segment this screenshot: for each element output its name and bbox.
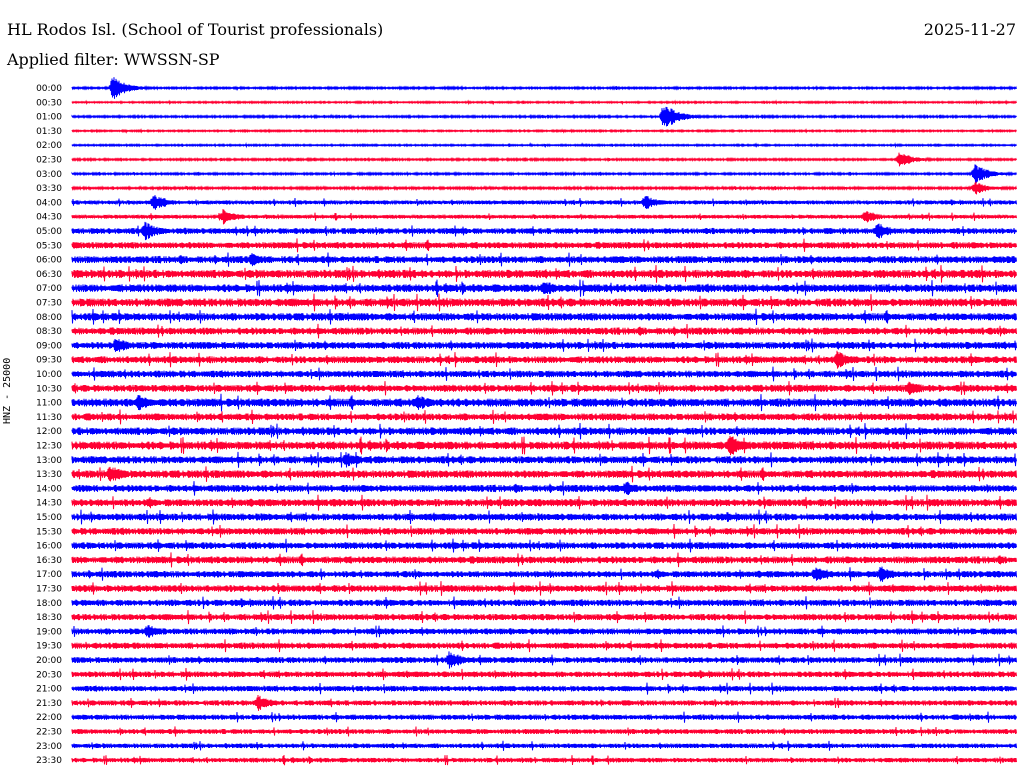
- trace-row-2000: [71, 651, 1017, 669]
- trace-row-0500: [71, 221, 1017, 241]
- trace-row-2300: [71, 740, 1017, 751]
- row-time-label: 03:30: [36, 184, 62, 194]
- row-time-label: 23:00: [36, 742, 62, 752]
- row-time-label: 08:00: [36, 313, 62, 323]
- trace-row-0400: [71, 195, 1017, 210]
- row-time-label: 16:30: [36, 556, 62, 566]
- trace-row-0730: [71, 293, 1017, 312]
- trace-row-1200: [71, 422, 1017, 440]
- row-time-label: 04:30: [36, 213, 62, 223]
- row-time-label: 04:00: [36, 198, 62, 208]
- row-time-label: 09:00: [36, 341, 62, 351]
- row-time-label: 20:00: [36, 656, 62, 666]
- trace-row-1130: [71, 409, 1017, 425]
- trace-row-0800: [71, 308, 1017, 326]
- row-time-label: 05:30: [36, 241, 62, 251]
- trace-row-1430: [71, 494, 1017, 511]
- row-time-label: 13:00: [36, 456, 62, 466]
- row-time-label: 11:00: [36, 399, 62, 409]
- trace-row-1300: [71, 451, 1017, 468]
- trace-row-1800: [71, 596, 1017, 610]
- trace-row-0700: [71, 279, 1017, 297]
- trace-row-1900: [71, 625, 1017, 638]
- trace-row-1400: [71, 481, 1017, 496]
- row-time-label: 01:30: [36, 127, 62, 137]
- row-time-label: 12:00: [36, 427, 62, 437]
- trace-row-1330: [71, 465, 1017, 483]
- row-time-label: 19:30: [36, 642, 62, 652]
- row-time-label: 02:00: [36, 141, 62, 151]
- row-time-label: 15:30: [36, 527, 62, 537]
- row-time-label: 22:30: [36, 728, 62, 738]
- trace-row-2130: [71, 694, 1017, 711]
- trace-row-0530: [71, 238, 1017, 253]
- row-time-label: 16:00: [36, 542, 62, 552]
- trace-row-0630: [71, 265, 1017, 283]
- trace-row-1830: [71, 610, 1017, 625]
- row-time-label: 06:00: [36, 256, 62, 266]
- trace-row-2100: [71, 682, 1017, 695]
- row-time-label: 17:00: [36, 570, 62, 580]
- row-time-label: 21:00: [36, 685, 62, 695]
- row-time-label: 17:30: [36, 585, 62, 595]
- row-time-label: 15:00: [36, 513, 62, 523]
- trace-row-0900: [71, 338, 1017, 353]
- row-time-label: 21:30: [36, 699, 62, 709]
- row-time-label: 06:30: [36, 270, 62, 280]
- row-time-label: 00:00: [36, 84, 62, 94]
- filter-label: Applied filter: WWSSN-SP: [7, 50, 220, 69]
- trace-row-2030: [71, 667, 1017, 681]
- trace-row-0430: [71, 209, 1017, 225]
- trace-row-1630: [71, 552, 1017, 568]
- row-time-label: 23:30: [36, 756, 62, 766]
- row-time-label: 02:30: [36, 156, 62, 166]
- trace-row-0600: [71, 252, 1017, 267]
- trace-row-1230: [71, 435, 1017, 456]
- row-time-label: 01:00: [36, 113, 62, 123]
- row-time-label: 19:00: [36, 627, 62, 637]
- station-title: HL Rodos Isl. (School of Tourist profess…: [7, 20, 384, 39]
- trace-row-2230: [71, 726, 1017, 737]
- row-time-label: 09:30: [36, 356, 62, 366]
- trace-row-2330: [71, 754, 1017, 766]
- trace-row-1100: [71, 393, 1017, 412]
- trace-group: [71, 77, 1017, 766]
- trace-row-0830: [71, 323, 1017, 339]
- row-time-label: 07:30: [36, 299, 62, 309]
- trace-row-1530: [71, 523, 1017, 539]
- trace-row-0330: [71, 181, 1017, 195]
- trace-row-1030: [71, 381, 1017, 396]
- row-time-label: 18:30: [36, 613, 62, 623]
- row-time-label: 10:00: [36, 370, 62, 380]
- trace-row-2200: [71, 711, 1017, 723]
- date-label: 2025-11-27: [923, 20, 1016, 39]
- row-time-label: 18:00: [36, 599, 62, 609]
- row-time-label: 14:30: [36, 499, 62, 509]
- trace-row-1500: [71, 509, 1017, 525]
- trace-row-1700: [71, 566, 1017, 582]
- row-time-label: 22:00: [36, 713, 62, 723]
- row-time-label: 08:30: [36, 327, 62, 337]
- row-time-label: 05:00: [36, 227, 62, 237]
- trace-row-1000: [71, 366, 1017, 382]
- trace-row-1730: [71, 581, 1017, 596]
- row-time-label: 03:00: [36, 170, 62, 180]
- row-time-label: 00:30: [36, 98, 62, 108]
- row-time-label: 10:30: [36, 384, 62, 394]
- trace-row-1600: [71, 538, 1017, 553]
- row-time-label: 20:30: [36, 670, 62, 680]
- trace-row-1930: [71, 639, 1017, 653]
- row-time-label: 11:30: [36, 413, 62, 423]
- time-labels: 00:00 00:30 01:00 01:30 02:00 02:30 03:00 03:30…: [36, 84, 62, 766]
- trace-row-0930: [71, 350, 1017, 369]
- row-time-label: 14:00: [36, 484, 62, 494]
- row-time-label: 13:30: [36, 470, 62, 480]
- row-time-label: 12:30: [36, 442, 62, 452]
- row-time-label: 07:00: [36, 284, 62, 294]
